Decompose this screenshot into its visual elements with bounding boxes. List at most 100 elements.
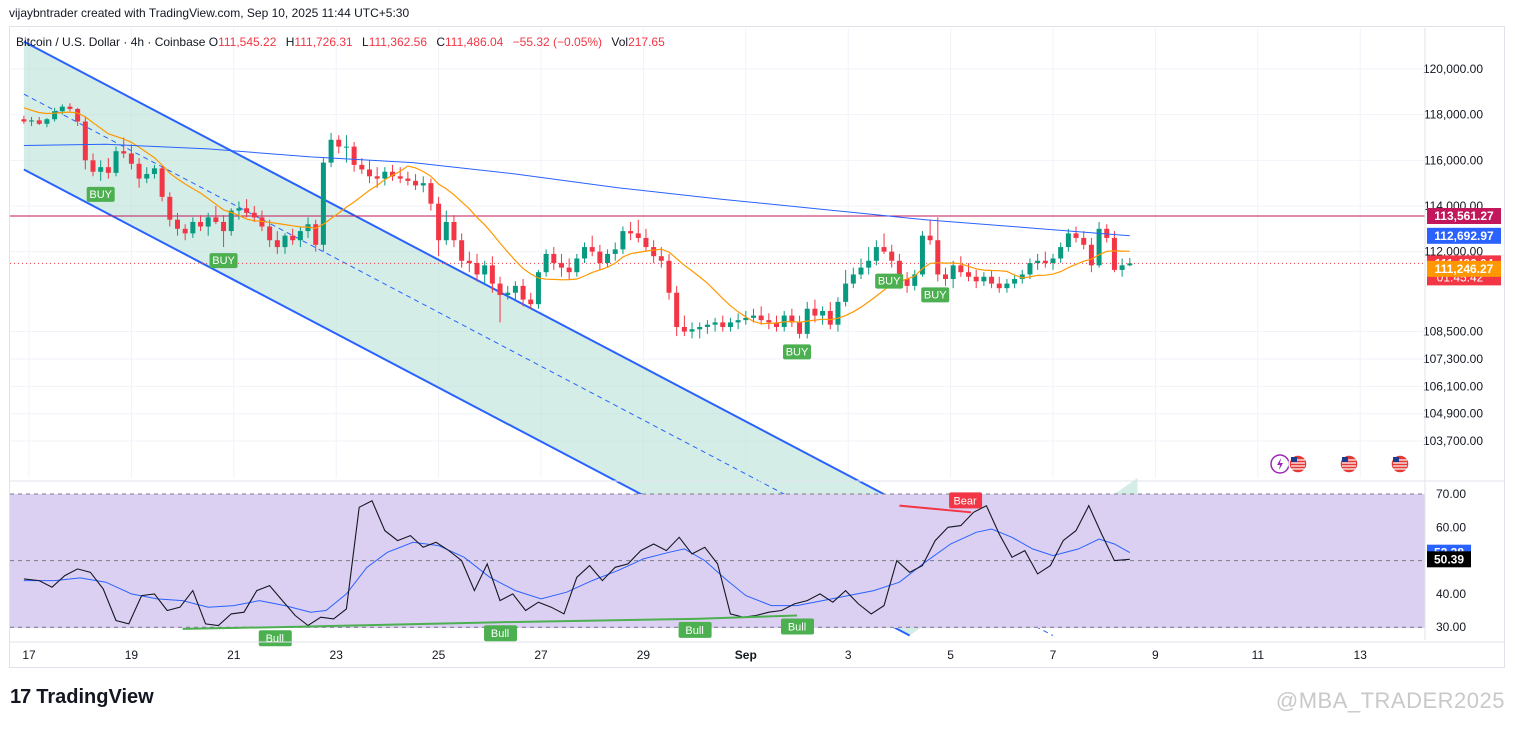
buy-signal-badge — [875, 273, 904, 289]
candle-body — [850, 274, 856, 284]
high-label: H — [285, 35, 295, 49]
tradingview-brand: TradingView — [36, 686, 154, 708]
candle-body — [29, 120, 35, 122]
price-axis-tick: 106,100.00 — [1423, 379, 1483, 393]
candle-body — [244, 208, 250, 213]
candle-body — [1058, 247, 1064, 259]
candle-body — [59, 106, 65, 112]
candle-body — [1081, 237, 1087, 245]
ohlc-legend: Bitcoin / U.S. Dollar · 4h · Coinbase O1… — [16, 35, 671, 49]
buy-signal-label: BUY — [212, 255, 235, 267]
candle-body — [267, 226, 273, 241]
candle-body — [535, 272, 541, 305]
candle-body — [374, 176, 380, 179]
rsi-axis-tick: 70.00 — [1436, 487, 1466, 501]
candle-body — [520, 285, 526, 300]
high-value: 111,726.31 — [294, 35, 353, 49]
candle-body — [420, 183, 426, 186]
candle-body — [574, 258, 580, 273]
candle-body — [843, 283, 849, 302]
candle-body — [52, 111, 58, 120]
price-label-box — [1427, 260, 1501, 277]
candle-body — [1004, 283, 1010, 289]
time-axis-tick: 19 — [125, 648, 139, 662]
candle-body — [827, 310, 833, 325]
candle-body — [797, 322, 803, 334]
candle-body — [697, 326, 703, 330]
open-value: 111,545.22 — [218, 35, 277, 49]
candle-body — [566, 267, 572, 273]
price-axis-tick: 104,900.00 — [1423, 407, 1483, 421]
candle-body — [466, 260, 472, 264]
candle-body — [812, 308, 818, 316]
candle-body — [558, 263, 564, 268]
us-flag-icon — [1390, 454, 1410, 474]
candle-body — [750, 315, 756, 318]
candle-body — [612, 249, 618, 254]
chart-credit: vijaybntrader created with TradingView.c… — [9, 6, 410, 20]
candle-body — [628, 231, 634, 234]
candle-body — [328, 139, 334, 163]
price-axis-tick: 116,000.00 — [1424, 153, 1483, 167]
us-flag-icon — [1339, 454, 1359, 474]
time-axis-tick: 17 — [22, 648, 36, 662]
close-value: 111,486.04 — [445, 35, 504, 49]
candle-body — [681, 326, 687, 332]
symbol-name[interactable]: Bitcoin / U.S. Dollar · 4h · Coinbase — [16, 35, 206, 49]
candle-body — [228, 210, 234, 232]
time-axis-tick: 21 — [227, 648, 241, 662]
time-axis-tick: 27 — [534, 648, 548, 662]
candle-body — [144, 174, 150, 179]
divergence-line — [500, 617, 695, 624]
price-label-box — [1427, 207, 1501, 224]
candle-body — [82, 121, 88, 161]
price-label-text: 113,561.27 — [1434, 209, 1494, 223]
chart-frame — [9, 26, 1505, 668]
divergence-line — [182, 626, 275, 630]
divergence-label: Bear — [953, 495, 977, 507]
candle-body — [1127, 263, 1133, 266]
candle-body — [397, 176, 403, 179]
candle-body — [1050, 258, 1056, 264]
candle-body — [482, 265, 488, 275]
candle-body — [919, 235, 925, 275]
candle-body — [896, 260, 902, 280]
candle-body — [75, 108, 81, 122]
divergence-badge — [949, 492, 983, 509]
low-value: 111,362.56 — [368, 35, 427, 49]
candle-body — [336, 139, 342, 147]
tradingview-logo[interactable]: 17 TradingView — [10, 686, 154, 709]
divergence-label: Bull — [788, 622, 806, 634]
time-axis-tick: 9 — [1152, 648, 1159, 662]
icon-glyph — [1342, 457, 1348, 462]
price-axis-tick: 120,000.00 — [1423, 62, 1483, 76]
time-axis-tick: 7 — [1050, 648, 1057, 662]
buy-signal-label: BUY — [89, 189, 112, 201]
candle-body — [1065, 233, 1071, 248]
watermark: @MBA_TRADER2025 — [1275, 688, 1505, 713]
buy-signal-badge — [921, 287, 950, 303]
divergence-label: Bull — [266, 633, 284, 645]
candle-body — [359, 164, 365, 170]
candle-body — [835, 301, 841, 325]
time-axis-tick: Sep — [735, 648, 757, 662]
candle-body — [489, 265, 495, 284]
low-label: L — [362, 35, 369, 49]
rsi-ma-line — [23, 528, 1131, 613]
divergence-badge — [484, 625, 518, 642]
divergence-line — [274, 621, 501, 629]
candle-body — [942, 274, 948, 280]
candle-body — [313, 224, 319, 245]
candle-body — [459, 240, 465, 261]
candle-body — [651, 247, 657, 257]
candle-body — [290, 235, 296, 241]
candle-body — [712, 322, 718, 325]
candle-body — [159, 168, 165, 197]
volume-value: 217.65 — [628, 35, 665, 49]
candle-body — [789, 315, 795, 323]
candle-body — [128, 153, 134, 164]
candle-body — [582, 247, 588, 259]
candle-body — [113, 151, 119, 173]
candle-body — [236, 208, 242, 211]
